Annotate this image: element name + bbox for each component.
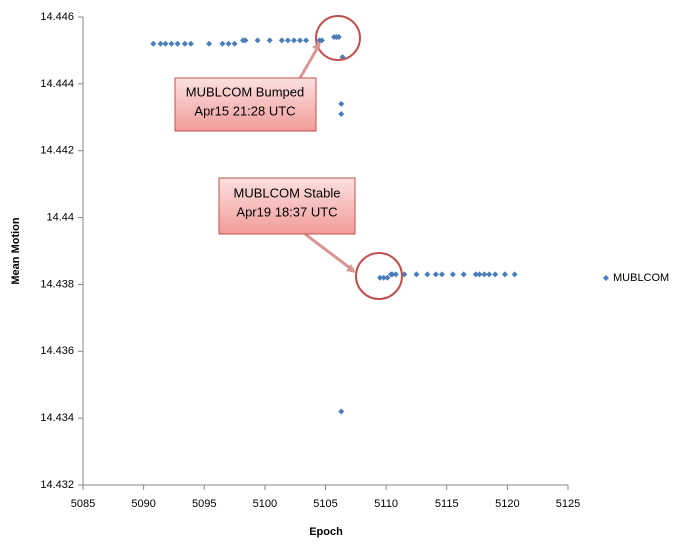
x-tick-label: 5100 [253,498,277,510]
x-tick-label: 5085 [71,498,95,510]
legend-marker [603,275,609,281]
data-point [476,271,483,278]
data-point [438,271,445,278]
data-point [162,40,169,47]
data-point [303,37,310,44]
callout-box [174,77,317,132]
y-tick-label: 14.432 [40,479,74,491]
data-point [266,37,273,44]
y-tick-label: 14.444 [40,78,74,90]
arrow-head [346,264,356,273]
x-tick-label: 5090 [131,498,155,510]
callout-text: Apr19 18:37 UTC [236,204,337,219]
x-tick-label: 5120 [495,498,519,510]
data-point [219,40,226,47]
data-point [413,271,420,278]
data-point [150,40,157,47]
data-point [424,271,431,278]
data-point [460,271,467,278]
x-axis-label: Epoch [309,526,343,538]
data-point [231,40,238,47]
data-point [157,40,164,47]
data-point [380,274,387,281]
callout-text: MUBLCOM Stable [234,185,341,200]
x-tick-label: 5115 [435,498,459,510]
data-point [297,37,304,44]
callout-arrow [298,46,320,79]
data-point [481,271,488,278]
data-point [290,37,297,44]
data-point [449,271,456,278]
x-tick-label: 5105 [313,498,337,510]
data-point [472,271,479,278]
y-tick-label: 14.44 [46,211,74,223]
x-tick-label: 5095 [192,498,216,510]
data-point [278,37,285,44]
data-point [384,274,391,281]
highlight-circle [315,15,361,61]
data-point [338,110,345,117]
data-point [511,271,518,278]
data-point [486,271,493,278]
data-point [168,40,175,47]
data-point [432,271,439,278]
data-point [206,40,213,47]
x-tick-label: 5125 [556,498,580,510]
data-point [318,37,325,44]
data-point [492,271,499,278]
data-point [338,100,345,107]
data-point [225,40,232,47]
y-tick-label: 14.438 [40,278,74,290]
data-point [392,271,399,278]
data-point [338,408,345,415]
y-tick-label: 14.442 [40,145,74,157]
data-point [174,40,181,47]
callout-arrow [304,232,351,270]
x-tick-label: 5110 [374,498,398,510]
y-tick-label: 14.436 [40,345,74,357]
callout-text: Apr15 21:28 UTC [194,103,295,118]
callout-text: MUBLCOM Bumped [186,84,304,99]
y-tick-label: 14.434 [40,412,74,424]
data-point [284,37,291,44]
data-point [242,37,249,44]
data-point [335,34,342,41]
legend-label: MUBLCOM [613,272,669,284]
data-point [501,271,508,278]
data-point [254,37,261,44]
arrow-head [312,42,321,51]
data-point [389,271,396,278]
highlight-circle [355,252,403,300]
callout-box [218,177,356,235]
data-point [181,40,188,47]
data-point [377,274,384,281]
y-tick-label: 14.446 [40,11,74,23]
y-axis-label: Mean Motion [10,217,22,284]
data-point [187,40,194,47]
